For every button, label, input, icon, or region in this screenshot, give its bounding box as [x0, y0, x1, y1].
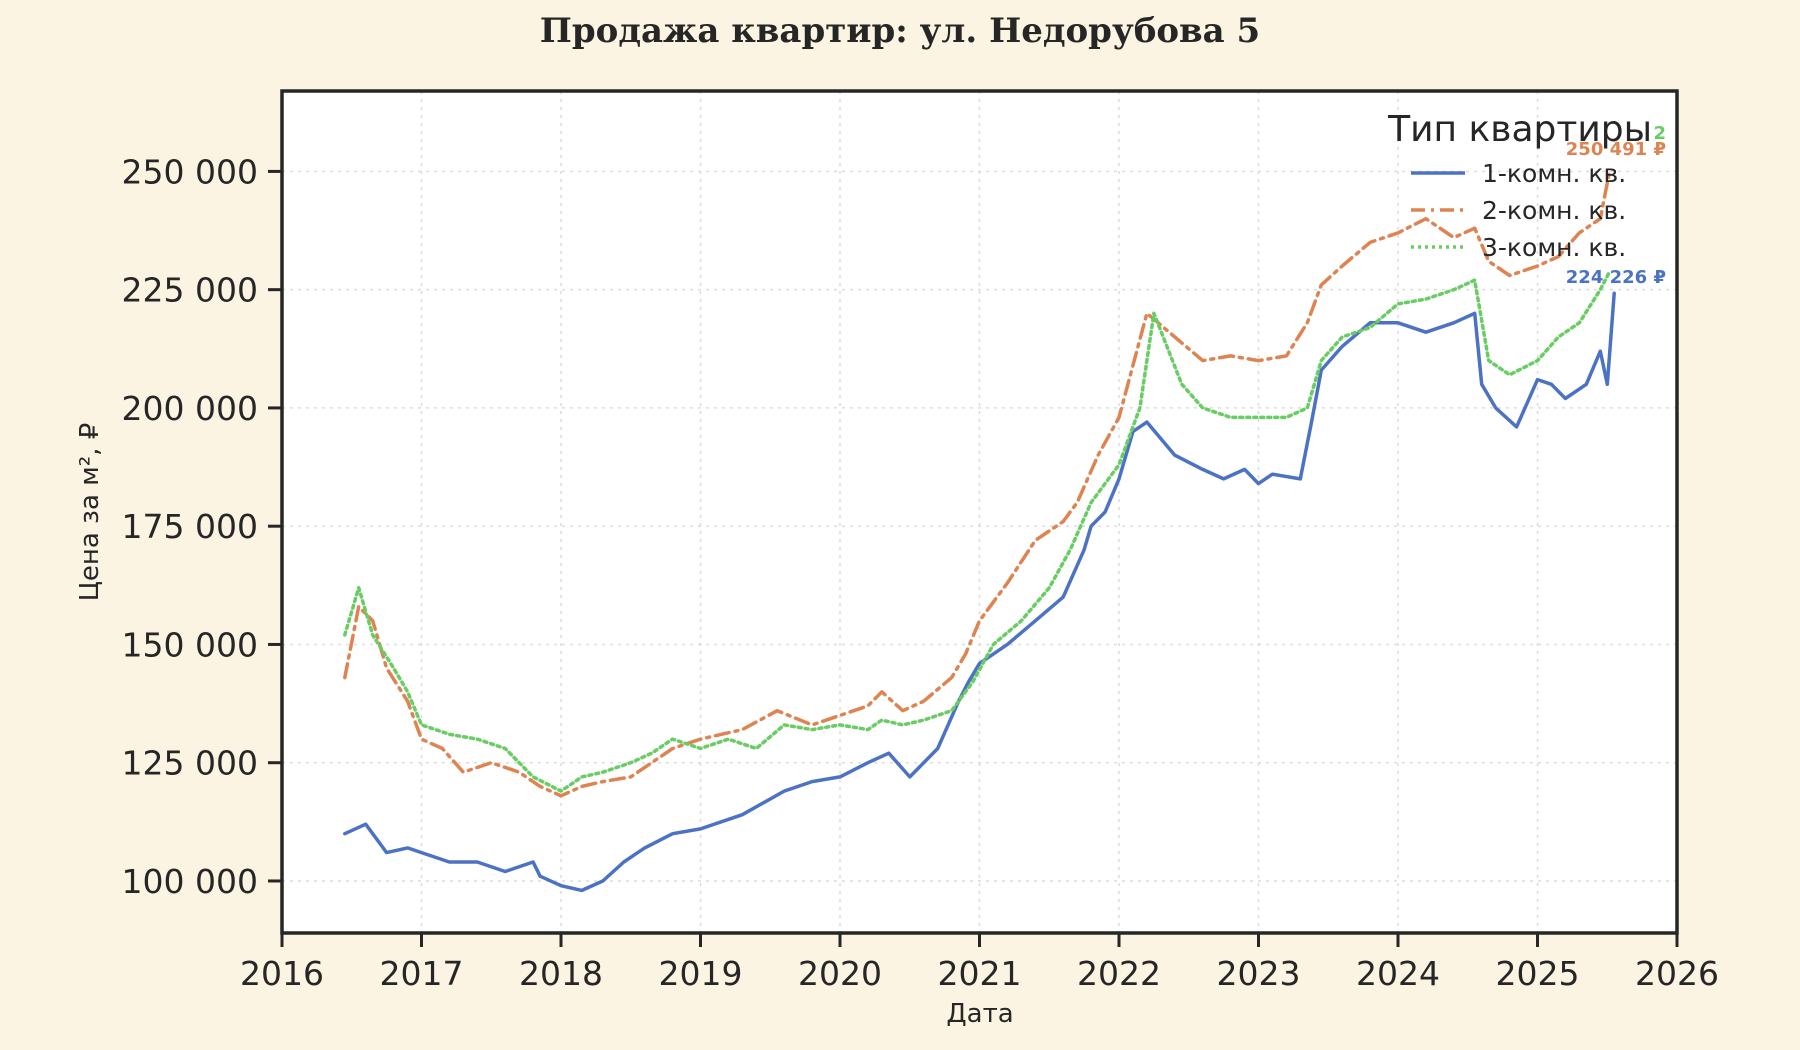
plot-area: [282, 91, 1677, 933]
legend-label-2: 2-комн. кв.: [1482, 196, 1626, 225]
x-tick-label: 2019: [659, 954, 743, 993]
legend: Тип квартиры 1-комн. кв. 2-комн. кв. 3-ком…: [1387, 109, 1652, 262]
end-value-label-2: 250 491 ₽: [1566, 139, 1666, 160]
x-tick-label: 2026: [1635, 954, 1719, 993]
x-axis-label: Дата: [946, 999, 1013, 1029]
x-tick-label: 2021: [938, 954, 1022, 993]
x-tick-label: 2022: [1077, 954, 1161, 993]
end-value-label-3: 2: [1653, 123, 1666, 144]
x-tick-label: 2018: [519, 954, 603, 993]
chart-title: Продажа квартир: ул. Недорубова 5: [540, 11, 1260, 51]
y-tick-label: 175 000: [122, 507, 258, 546]
y-tick-label: 150 000: [122, 625, 258, 664]
y-tick-label: 200 000: [122, 389, 258, 428]
x-tick-label: 2025: [1496, 954, 1580, 993]
series-lines: [343, 167, 1616, 893]
legend-label-1: 1-комн. кв.: [1482, 159, 1626, 188]
y-axis: 100 000 125 000 150 000 175 000 200 000 225 0…: [122, 152, 282, 901]
series-line-1: [343, 291, 1616, 893]
series-line-2: [343, 167, 1612, 798]
x-tick-label: 2016: [240, 954, 324, 993]
end-value-label-1: 224 226 ₽: [1566, 267, 1666, 288]
legend-title: Тип квартиры: [1387, 109, 1652, 150]
legend-label-3: 3-комн. кв.: [1482, 233, 1626, 262]
series-line-3: [343, 269, 1612, 793]
x-tick-label: 2024: [1356, 954, 1440, 993]
x-tick-label: 2023: [1217, 954, 1301, 993]
end-labels: 224 226 ₽ 250 491 ₽2: [1566, 123, 1666, 288]
y-tick-label: 100 000: [122, 862, 258, 901]
x-axis: 2016 2017 2018 2019 2020 2021 2022 2023 2024 2025…: [240, 933, 1719, 993]
y-tick-label: 125 000: [122, 744, 258, 783]
x-tick-label: 2020: [798, 954, 882, 993]
x-tick-label: 2017: [380, 954, 464, 993]
y-axis-label: Цена за м², ₽: [75, 423, 105, 602]
y-tick-label: 250 000: [122, 152, 258, 191]
grid: [282, 91, 1677, 933]
y-tick-label: 225 000: [122, 271, 258, 310]
